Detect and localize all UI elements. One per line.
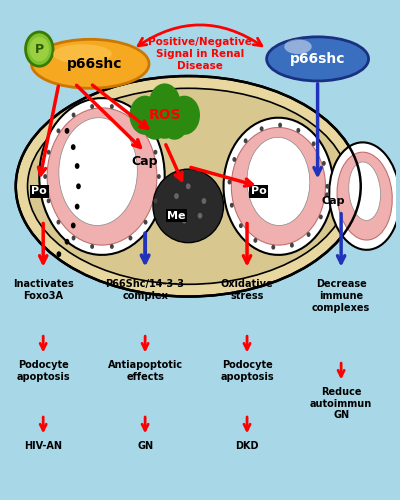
Ellipse shape [47, 108, 157, 245]
Circle shape [322, 161, 326, 166]
Circle shape [56, 220, 60, 224]
Circle shape [65, 239, 69, 244]
Circle shape [254, 238, 257, 243]
Circle shape [72, 236, 76, 240]
Circle shape [144, 220, 148, 224]
Circle shape [110, 244, 114, 249]
Circle shape [141, 106, 169, 140]
Ellipse shape [337, 152, 392, 240]
Text: Reduce
autoimmun
GN: Reduce autoimmun GN [310, 387, 372, 420]
Circle shape [186, 184, 190, 189]
Ellipse shape [284, 40, 312, 54]
Text: HIV-AN: HIV-AN [24, 441, 62, 451]
Text: P: P [35, 42, 44, 56]
Circle shape [296, 128, 300, 133]
Ellipse shape [267, 37, 368, 81]
Circle shape [71, 222, 76, 228]
Text: Decrease
immune
complexes: Decrease immune complexes [312, 280, 370, 312]
Circle shape [325, 192, 329, 198]
Text: p66shc: p66shc [290, 52, 345, 66]
Circle shape [43, 174, 47, 179]
Circle shape [260, 126, 264, 131]
Circle shape [146, 92, 184, 139]
Circle shape [278, 122, 282, 128]
Text: Po: Po [251, 186, 267, 196]
Text: Inactivates
Foxo3A: Inactivates Foxo3A [13, 280, 74, 301]
Ellipse shape [247, 138, 310, 226]
Circle shape [30, 37, 49, 62]
Circle shape [128, 112, 132, 117]
Circle shape [202, 198, 206, 204]
Text: p66shc: p66shc [66, 57, 122, 71]
Text: Oxidative
stress: Oxidative stress [221, 280, 273, 301]
Text: Me: Me [167, 210, 186, 220]
Circle shape [26, 32, 53, 66]
Circle shape [154, 198, 157, 203]
Ellipse shape [39, 98, 165, 255]
Ellipse shape [329, 142, 400, 250]
Circle shape [75, 204, 80, 210]
Circle shape [182, 218, 187, 224]
Circle shape [75, 163, 80, 169]
Circle shape [228, 180, 232, 184]
Circle shape [149, 84, 180, 122]
Circle shape [174, 193, 179, 199]
Circle shape [90, 104, 94, 109]
Text: GN: GN [137, 441, 153, 451]
Circle shape [47, 150, 50, 154]
Circle shape [239, 223, 243, 228]
Circle shape [169, 96, 200, 135]
Circle shape [271, 245, 275, 250]
Circle shape [307, 232, 310, 237]
Circle shape [326, 184, 329, 188]
Ellipse shape [16, 76, 361, 296]
Ellipse shape [231, 128, 326, 245]
Ellipse shape [53, 44, 112, 64]
Circle shape [232, 157, 236, 162]
Text: P66Shc/14-3-3
complex: P66Shc/14-3-3 complex [106, 280, 185, 301]
Circle shape [230, 203, 234, 207]
Text: Positive/Negative
Signal in Renal
Disease: Positive/Negative Signal in Renal Diseas… [148, 38, 252, 70]
Circle shape [144, 128, 148, 134]
Text: Antiapoptotic
effects: Antiapoptotic effects [108, 360, 183, 382]
Text: Cap: Cap [132, 156, 158, 168]
Circle shape [290, 242, 294, 248]
Text: Cap: Cap [322, 196, 345, 206]
Circle shape [56, 252, 61, 257]
Text: Podocyte
apoptosis: Podocyte apoptosis [220, 360, 274, 382]
Ellipse shape [349, 162, 380, 220]
Ellipse shape [28, 88, 349, 284]
Circle shape [72, 112, 76, 117]
Ellipse shape [224, 118, 333, 255]
Circle shape [76, 184, 81, 189]
Ellipse shape [153, 169, 224, 242]
Text: ROS: ROS [148, 108, 181, 122]
Circle shape [312, 142, 316, 146]
Circle shape [128, 236, 132, 240]
Text: DKD: DKD [235, 441, 259, 451]
Circle shape [198, 213, 202, 218]
Circle shape [56, 128, 60, 134]
Ellipse shape [59, 118, 137, 226]
Circle shape [110, 104, 114, 109]
Circle shape [319, 214, 323, 220]
Circle shape [244, 138, 248, 143]
Circle shape [154, 150, 157, 154]
Circle shape [47, 198, 50, 203]
Text: Po: Po [32, 186, 47, 196]
Circle shape [65, 128, 69, 134]
Circle shape [161, 106, 188, 140]
Text: Podocyte
apoptosis: Podocyte apoptosis [16, 360, 70, 382]
Circle shape [71, 144, 76, 150]
Circle shape [90, 244, 94, 249]
Ellipse shape [32, 40, 149, 88]
Circle shape [130, 96, 161, 135]
Circle shape [157, 174, 161, 179]
